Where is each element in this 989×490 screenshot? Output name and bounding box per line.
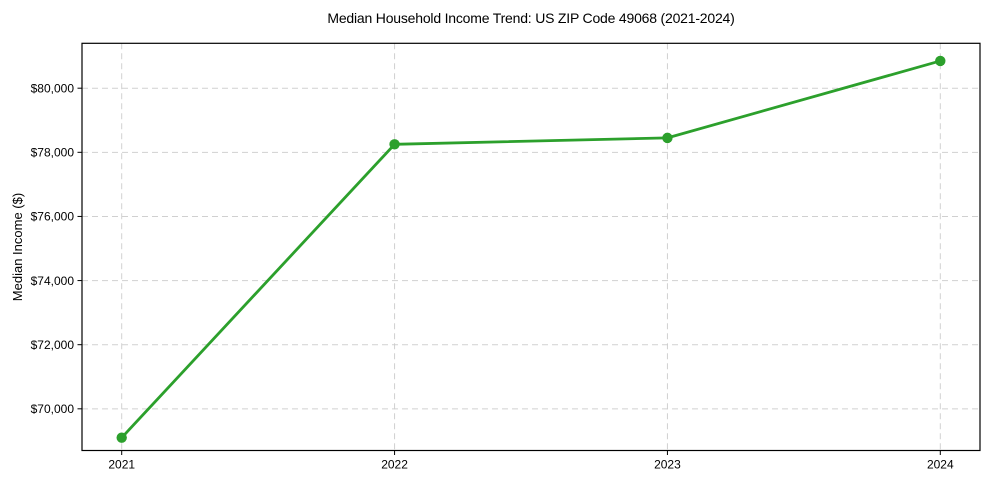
y-tick-label: $76,000 bbox=[31, 210, 75, 224]
series-layer bbox=[116, 55, 946, 443]
y-tick-label: $74,000 bbox=[31, 274, 75, 288]
data-point-2024 bbox=[935, 55, 946, 67]
grid-layer bbox=[82, 43, 980, 451]
y-tick-label: $72,000 bbox=[31, 338, 75, 352]
y-tick-label: $70,000 bbox=[31, 402, 75, 416]
y-tick-label: $80,000 bbox=[31, 81, 75, 95]
trend-line bbox=[120, 59, 942, 440]
data-point-2022 bbox=[389, 139, 400, 150]
chart-title: Median Household Income Trend: US ZIP Co… bbox=[327, 10, 734, 26]
x-tick-label: 2021 bbox=[108, 458, 135, 472]
y-tick-label: $78,000 bbox=[31, 146, 75, 160]
x-tick-label: 2023 bbox=[654, 458, 681, 472]
x-tick-label: 2024 bbox=[927, 458, 954, 472]
x-tick-label: 2022 bbox=[381, 458, 408, 472]
axes-layer: $70,000 $72,000 $74,000 $76,000 $78,000 $80,0… bbox=[31, 42, 981, 472]
plot-border bbox=[81, 42, 981, 452]
data-point-2023 bbox=[662, 132, 673, 144]
y-axis-label: Median Income ($) bbox=[10, 193, 25, 301]
data-point-2021 bbox=[116, 432, 127, 443]
